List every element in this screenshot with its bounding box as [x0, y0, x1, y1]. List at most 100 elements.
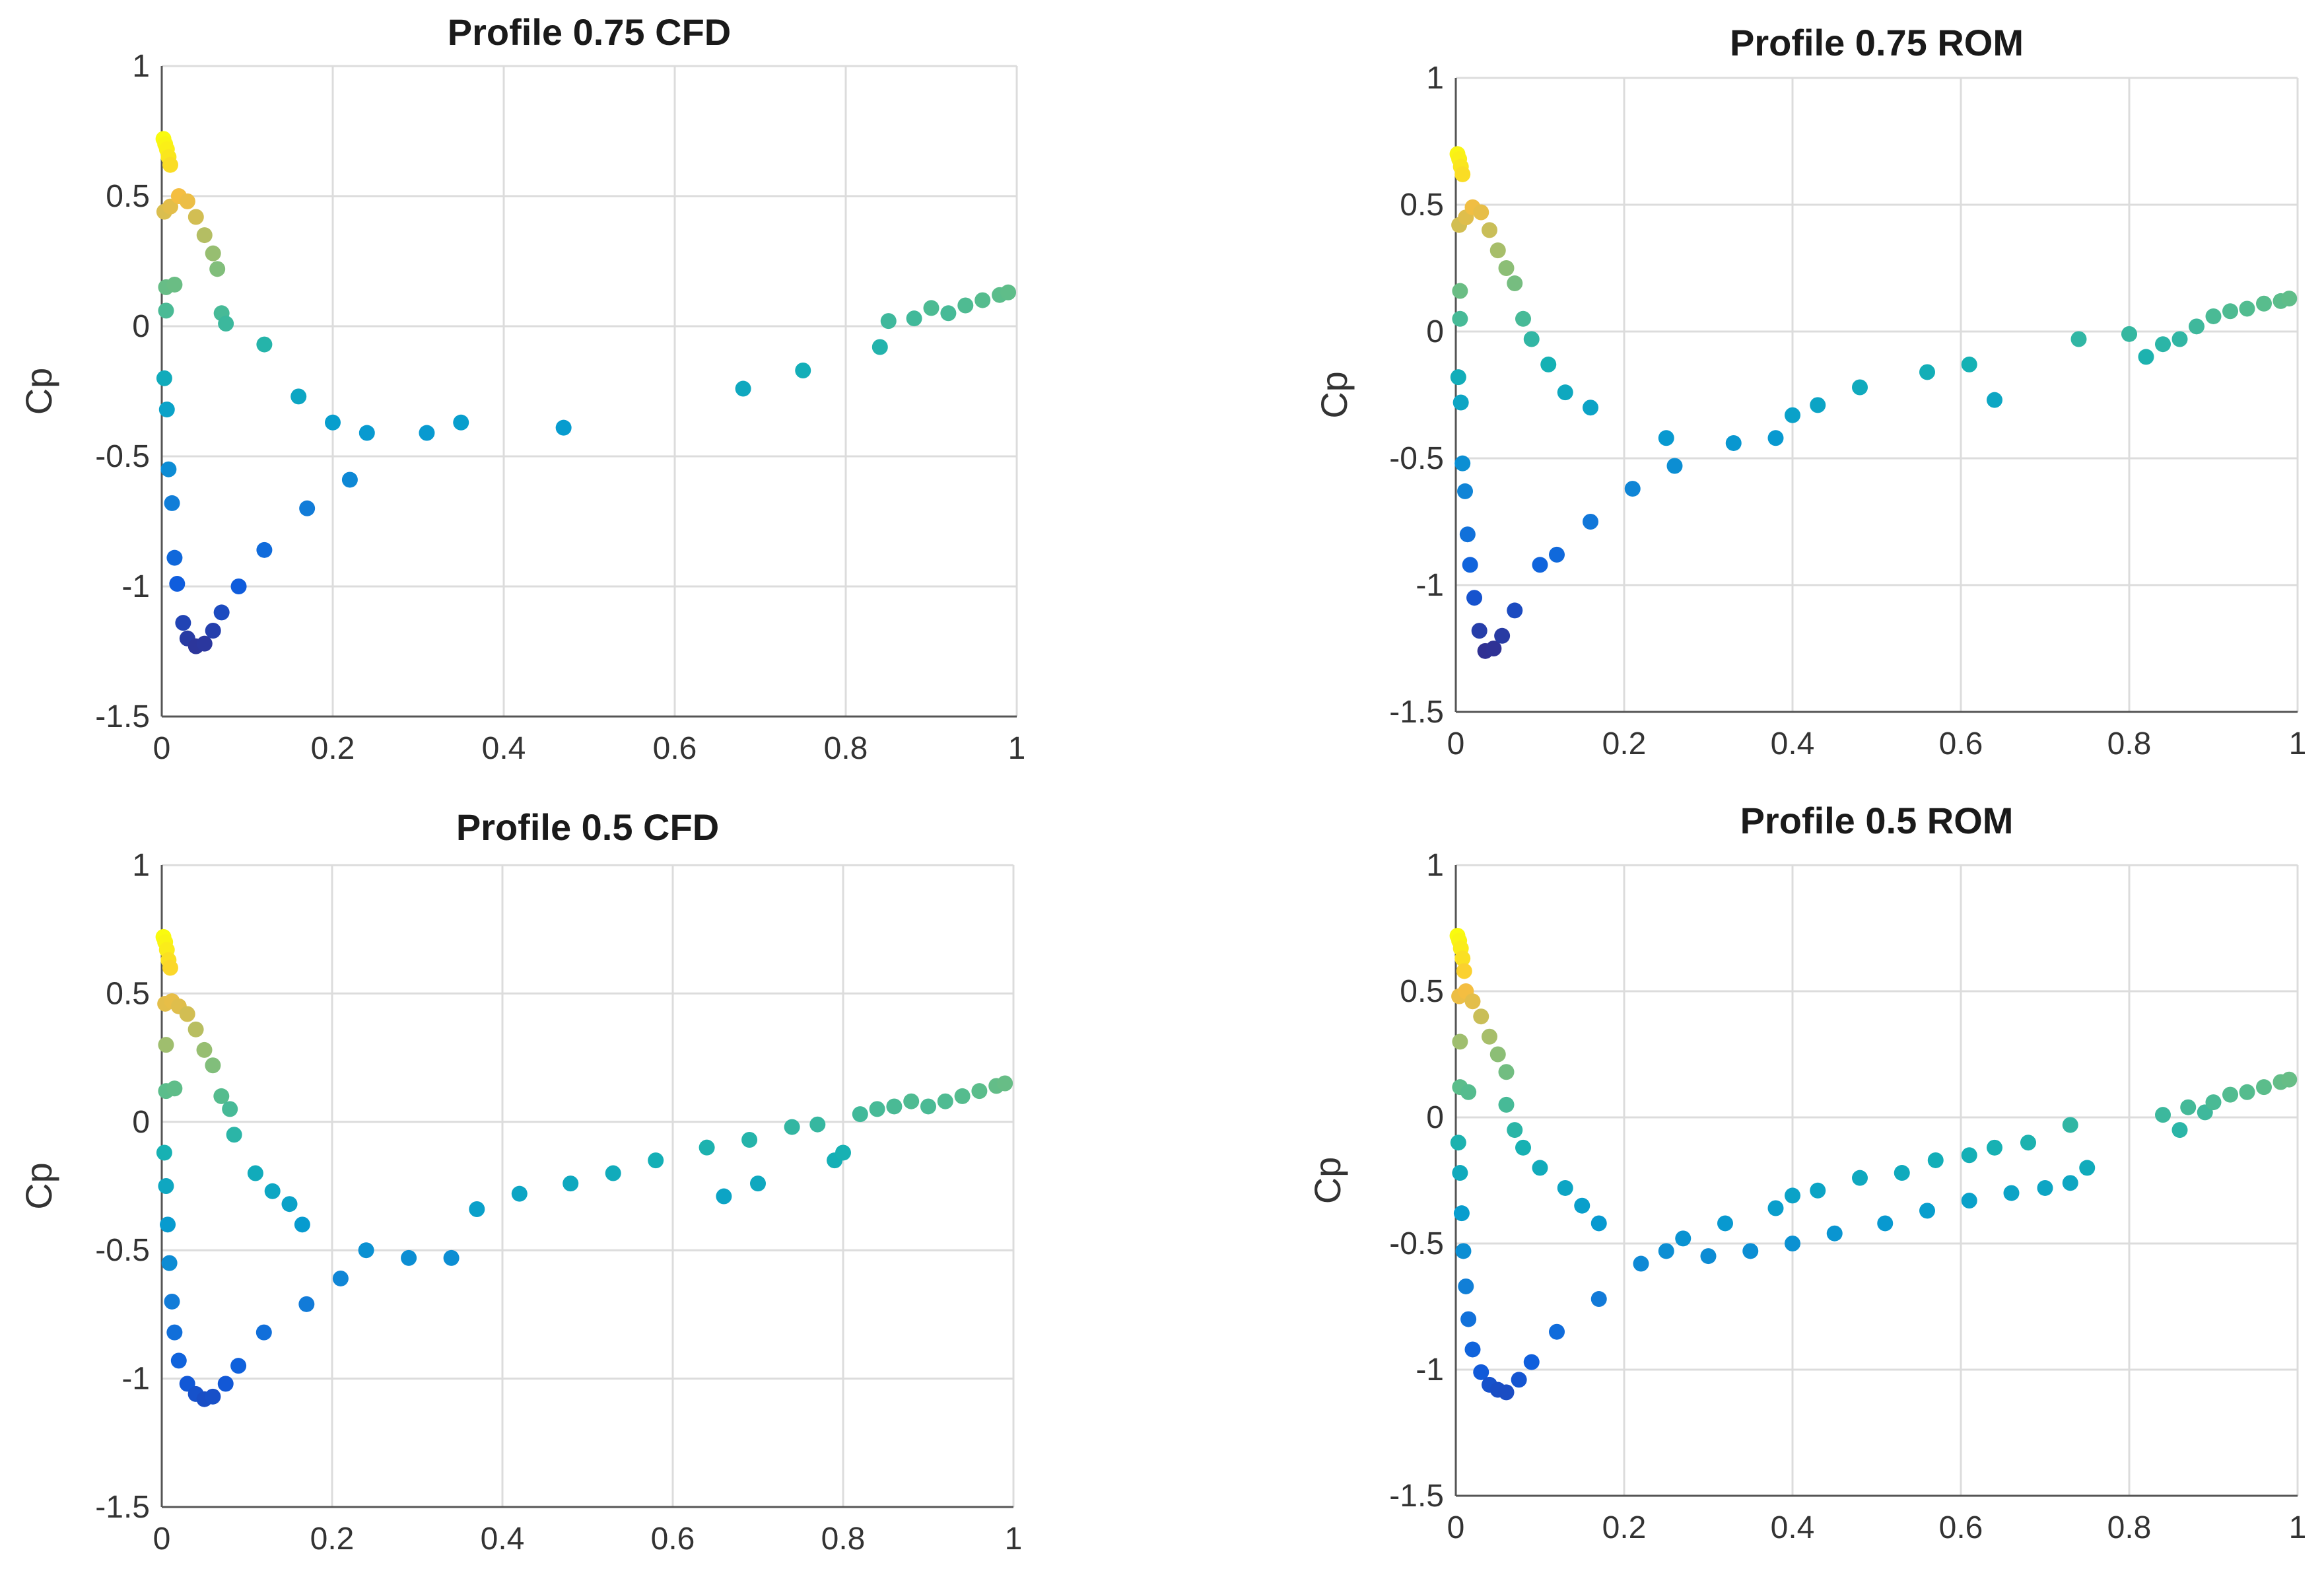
data-point [359, 425, 375, 441]
data-point [2180, 1099, 2197, 1115]
data-point [160, 1216, 176, 1233]
data-point [1633, 1255, 1649, 1272]
data-point [2205, 1094, 2222, 1111]
data-point [160, 461, 177, 477]
data-point [2155, 1107, 2171, 1123]
data-point [2205, 308, 2222, 324]
data-point [2256, 295, 2272, 312]
data-point [469, 1201, 485, 1217]
data-point [1810, 1182, 1826, 1199]
x-tick-label: 0.8 [2107, 726, 2152, 761]
data-point [2239, 1084, 2255, 1100]
data-point [401, 1249, 417, 1266]
x-tick-label: 0.2 [311, 731, 355, 766]
x-tick-label: 0.2 [310, 1522, 355, 1557]
x-tick-label: 1 [2289, 1510, 2307, 1545]
data-point [1454, 455, 1471, 472]
y-tick-label: 0 [1426, 1100, 1444, 1135]
data-point [226, 1127, 242, 1143]
data-point [1532, 557, 1548, 573]
data-point [1471, 623, 1487, 639]
data-point [1852, 379, 1868, 396]
x-tick-label: 0.8 [821, 1522, 866, 1557]
data-point [188, 209, 204, 225]
data-point [1455, 1243, 1472, 1259]
data-point [453, 414, 469, 431]
data-point [1767, 430, 1784, 446]
data-point [750, 1175, 766, 1192]
data-point [1466, 590, 1483, 606]
data-point [605, 1165, 621, 1181]
data-point [1557, 384, 1573, 401]
data-point [923, 300, 940, 316]
data-point [1498, 260, 1515, 276]
data-point [1515, 1139, 1531, 1156]
x-tick-label: 0.6 [1939, 726, 1983, 761]
x-tick-label: 0.6 [653, 731, 697, 766]
data-point [1452, 283, 1468, 299]
data-point [179, 1006, 195, 1022]
data-point [886, 1098, 903, 1115]
data-point [1450, 369, 1466, 386]
chart-title: Profile 0.5 CFD [456, 806, 719, 848]
data-point [1507, 1122, 1523, 1139]
x-tick-label: 0.8 [824, 731, 868, 766]
data-point [1454, 950, 1471, 967]
data-point [166, 549, 183, 566]
data-point [1590, 1291, 1607, 1308]
y-tick-label: 0.5 [106, 976, 150, 1011]
y-tick-label: -1.5 [1389, 695, 1444, 730]
data-point [699, 1139, 715, 1156]
data-point [1507, 602, 1523, 619]
data-point [158, 1178, 174, 1194]
data-point [1717, 1215, 1733, 1232]
x-tick-label: 0.2 [1602, 1510, 1647, 1545]
data-point [162, 960, 178, 976]
data-point [1489, 1046, 1506, 1063]
x-tick-label: 0.6 [1939, 1510, 1983, 1545]
chart-panel-2: Profile 0.75 ROM Cp 0 0.2 0.4 0.6 0.8 1 -1.5 -1 -0… [1313, 22, 2306, 761]
data-point [1700, 1248, 1717, 1265]
data-point [716, 1188, 732, 1205]
data-point [1658, 430, 1674, 446]
chart-panel-1: Profile 0.75 CFD Cp 0 0.2 0.4 0.6 0.8 1 -1.5 -1 -0… [18, 11, 1025, 766]
data-point [1987, 392, 2002, 408]
data-point [1507, 275, 1523, 292]
data-point [1460, 1311, 1477, 1327]
data-point [188, 1021, 204, 1037]
data-point [852, 1106, 868, 1123]
data-point [1460, 1084, 1477, 1100]
data-point [213, 1088, 230, 1104]
data-point [1452, 394, 1469, 411]
y-tick-label: -1.5 [95, 1490, 150, 1525]
x-tick-label: 1 [1008, 731, 1026, 766]
data-point [1961, 1193, 1977, 1209]
data-point [1549, 546, 1565, 563]
data-point [1452, 1165, 1468, 1181]
data-point [217, 1376, 234, 1392]
data-point [1000, 284, 1017, 300]
data-point [1540, 356, 1557, 372]
data-point [974, 292, 991, 308]
data-point [511, 1185, 528, 1202]
data-point [937, 1093, 953, 1109]
data-point [1767, 1200, 1784, 1216]
y-tick-label: 1 [132, 848, 150, 883]
data-point [1961, 356, 1977, 372]
scatter-points [155, 131, 1017, 654]
data-point [290, 388, 307, 405]
y-tick-label: 0 [132, 309, 150, 344]
data-point [2239, 300, 2255, 317]
data-point [1557, 1179, 1573, 1196]
data-point [170, 1352, 187, 1369]
data-point [2070, 331, 2087, 347]
data-point [880, 313, 897, 330]
data-point [1456, 963, 1472, 979]
y-tick-label: 1 [1426, 848, 1444, 883]
data-point [906, 310, 922, 327]
x-tick-label: 0.8 [2107, 1510, 2152, 1545]
data-point [169, 576, 186, 592]
data-point [247, 1165, 263, 1181]
data-point [1486, 641, 1502, 656]
